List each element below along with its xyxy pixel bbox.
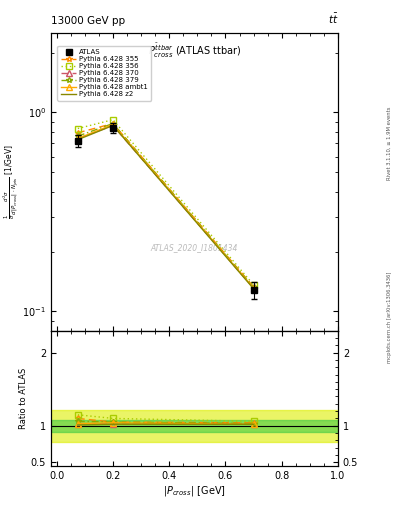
Text: 13000 GeV pp: 13000 GeV pp — [51, 15, 125, 26]
Y-axis label: Ratio to ATLAS: Ratio to ATLAS — [19, 368, 28, 429]
Legend: ATLAS, Pythia 6.428 355, Pythia 6.428 356, Pythia 6.428 370, Pythia 6.428 379, P: ATLAS, Pythia 6.428 355, Pythia 6.428 35… — [57, 46, 151, 101]
Text: $t\bar{t}$: $t\bar{t}$ — [327, 11, 338, 26]
Bar — [51, 410, 338, 442]
Text: ATLAS_2020_I1801434: ATLAS_2020_I1801434 — [151, 243, 238, 252]
Text: Rivet 3.1.10, ≥ 1.9M events: Rivet 3.1.10, ≥ 1.9M events — [387, 106, 392, 180]
Text: mcplots.cern.ch [arXiv:1306.3436]: mcplots.cern.ch [arXiv:1306.3436] — [387, 272, 392, 363]
Bar — [51, 420, 338, 432]
Y-axis label: $\frac{1}{\sigma}\frac{d^2\sigma}{d\,|P_{cross}|\,\cdot N_{jets}}$ [1/GeV]: $\frac{1}{\sigma}\frac{d^2\sigma}{d\,|P_… — [2, 144, 21, 220]
X-axis label: $|P_{cross}|$ [GeV]: $|P_{cross}|$ [GeV] — [163, 483, 226, 498]
Text: $P^{\bar{t}tbar}_{cross}$ (ATLAS ttbar): $P^{\bar{t}tbar}_{cross}$ (ATLAS ttbar) — [148, 42, 241, 60]
